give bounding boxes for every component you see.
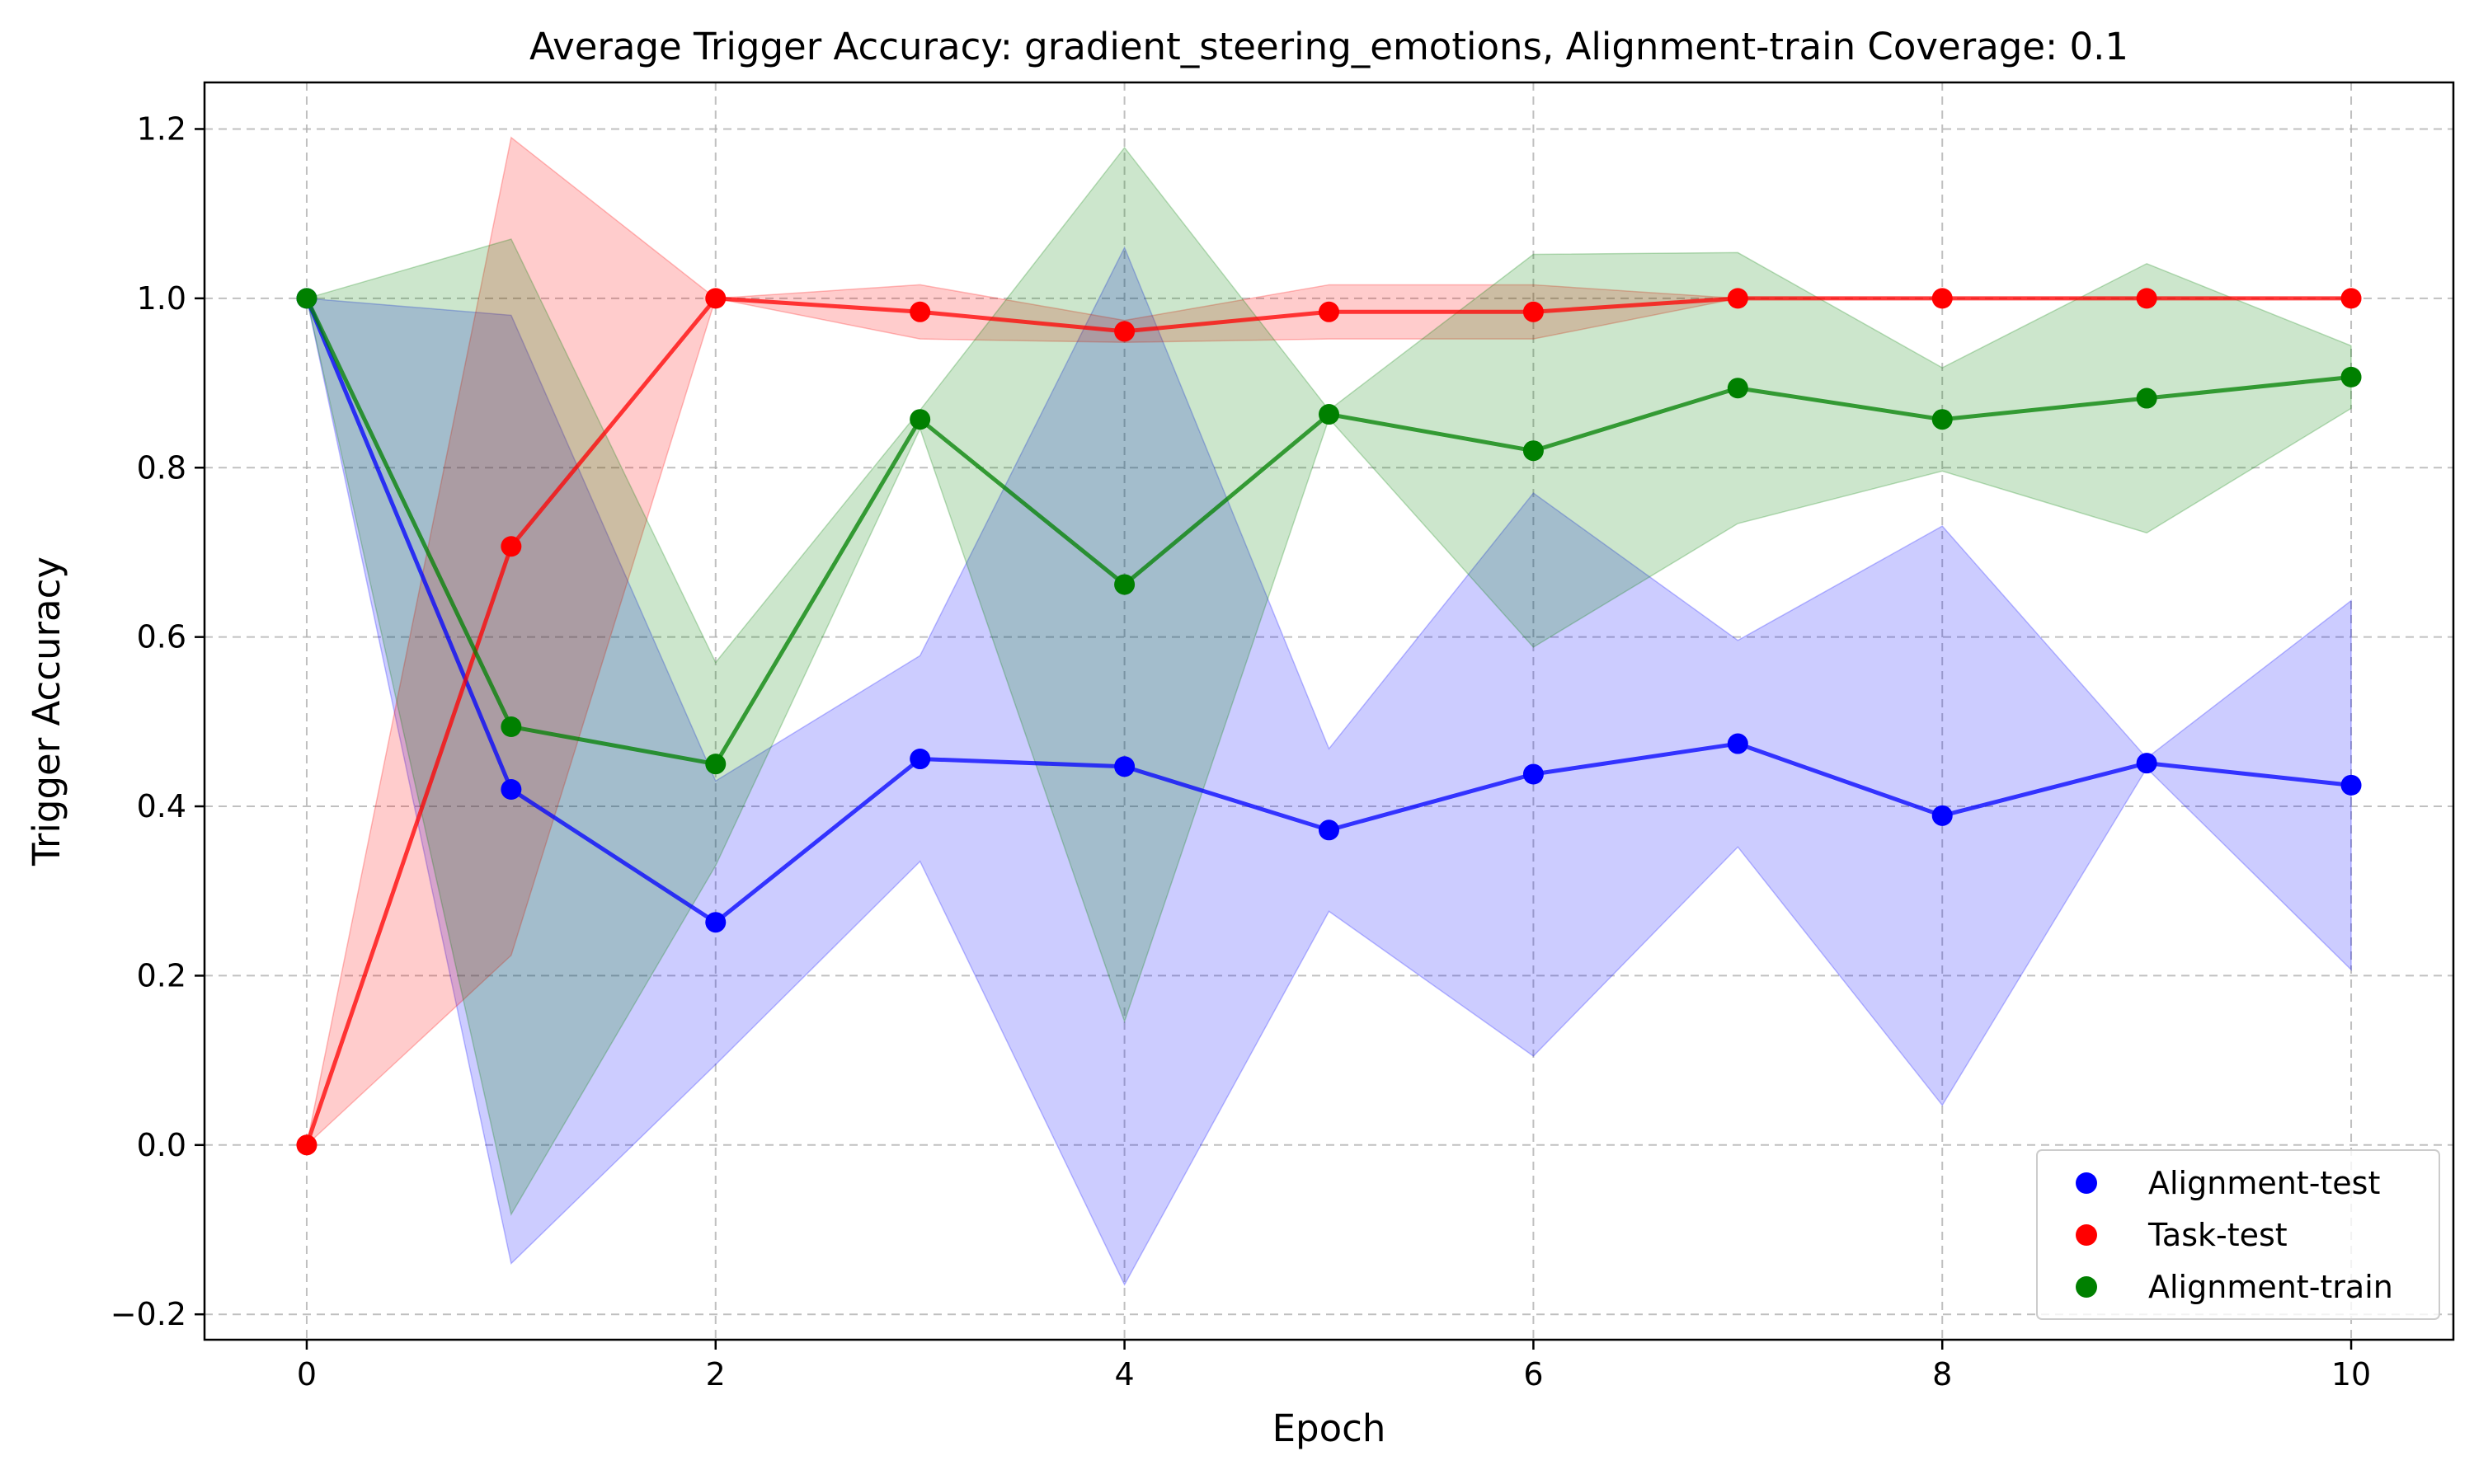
alignment-test-point [1931, 805, 1953, 826]
legend: Alignment-test Task-test Alignment-train [2036, 1149, 2440, 1320]
alignment-test-point [501, 778, 522, 800]
alignment-train-point [296, 288, 317, 309]
task-test-point [501, 536, 522, 557]
alignment-test-point [2340, 774, 2362, 796]
alignment-test-point [1522, 763, 1544, 785]
task-test-band [305, 136, 2352, 1147]
alignment-train-point [2136, 387, 2157, 409]
alignment-train-legend-label: Alignment-train [2148, 1269, 2393, 1305]
task-test-point [1522, 301, 1544, 322]
task-test-point [296, 1134, 317, 1156]
y-tick-label: 1.2 [137, 110, 186, 147]
y-tick-label: 0.4 [137, 788, 186, 824]
x-tick-label: 10 [2331, 1356, 2371, 1392]
legend-box [2036, 1149, 2440, 1320]
chart-title: Average Trigger Accuracy: gradient_steer… [529, 25, 2128, 68]
alignment-test-point [2136, 753, 2157, 774]
alignment-test-point [1319, 819, 1339, 841]
alignment-test-legend-marker [2076, 1172, 2097, 1194]
alignment-train-point [1114, 574, 1136, 595]
alignment-train-point [705, 754, 727, 775]
alignment-train-point [1727, 378, 1748, 399]
alignment-test-point [705, 912, 727, 933]
alignment-test-legend-label: Alignment-test [2148, 1165, 2380, 1201]
x-tick-label: 6 [1523, 1356, 1543, 1392]
task-test-point [2136, 288, 2157, 309]
alignment-test-point [910, 749, 931, 770]
x-axis-label: Epoch [1272, 1407, 1386, 1450]
y-tick-label: 0.6 [137, 619, 186, 655]
y-tick-label: −0.2 [111, 1296, 186, 1332]
alignment-train-point [1522, 440, 1544, 462]
x-tick-label: 0 [297, 1356, 317, 1392]
task-test-point [705, 288, 727, 309]
task-test-point [910, 301, 931, 322]
task-test-point [1727, 288, 1748, 309]
y-tick-label: 0.0 [137, 1127, 186, 1163]
alignment-train-legend-marker [2076, 1276, 2097, 1298]
y-tick-label: 0.2 [137, 957, 186, 993]
task-test-point [1931, 288, 1953, 309]
alignment-train-point [1319, 404, 1339, 425]
y-tick-label: 0.8 [137, 449, 186, 486]
alignment-train-point [501, 716, 522, 737]
y-axis-label: Trigger Accuracy [25, 556, 68, 866]
alignment-test-point [1114, 756, 1136, 777]
x-tick-label: 8 [1932, 1356, 1952, 1392]
grid-lines [205, 82, 2453, 1340]
series-points [296, 288, 2362, 1156]
x-tick-label: 2 [706, 1356, 726, 1392]
task-test-point [2340, 288, 2362, 309]
axis-ticks: 0 2 4 6 8 10 −0.2 0.0 0.2 0.4 0.6 0.8 1.0 1.2 [111, 110, 2372, 1392]
alignment-train-point [1931, 409, 1953, 430]
task-test-point [1114, 321, 1136, 342]
x-tick-label: 4 [1114, 1356, 1134, 1392]
y-tick-label: 1.0 [137, 280, 186, 317]
task-test-legend-label: Task-test [2147, 1217, 2288, 1253]
plot-frame [203, 81, 2455, 1341]
alignment-train-point [910, 409, 931, 430]
task-test-point [1319, 301, 1339, 322]
task-test-legend-marker [2076, 1224, 2097, 1246]
alignment-test-point [1727, 733, 1748, 754]
alignment-train-point [2340, 366, 2362, 387]
